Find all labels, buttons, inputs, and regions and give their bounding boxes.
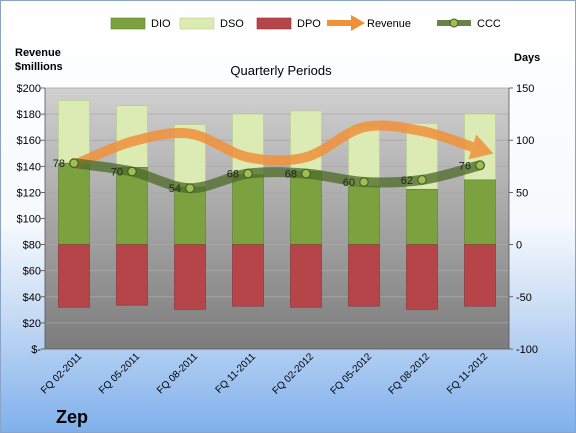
x-tick-label: FQ 11-2011	[214, 351, 259, 396]
revenue-arrowhead	[468, 134, 494, 160]
legend-swatch-dso	[179, 17, 215, 30]
left-tick-label: $-	[31, 344, 41, 356]
ccc-marker	[301, 168, 311, 179]
left-axis-title-line2: $millions	[15, 61, 63, 73]
right-tick-label: -100	[516, 344, 538, 356]
left-tick-label: $40	[23, 292, 41, 304]
bar-dio	[406, 188, 438, 245]
bar-dso	[232, 113, 264, 175]
x-tick-label: FQ 05-2012	[329, 351, 375, 397]
bar-dpo	[58, 244, 90, 308]
left-axis-title-line1: Revenue	[15, 47, 61, 59]
ccc-line	[69, 158, 485, 194]
bar-dio	[174, 186, 206, 245]
x-tick-label: FQ 02-2011	[39, 351, 84, 396]
legend-label: CCC	[477, 18, 501, 30]
bar-dpo	[174, 244, 206, 310]
ccc-marker	[417, 175, 427, 185]
left-tick-label: $180	[17, 109, 41, 121]
ccc-marker	[127, 166, 137, 177]
legend-swatch-dio	[110, 17, 146, 30]
ccc-marker	[243, 168, 253, 179]
left-tick-label: $140	[17, 161, 41, 173]
bar-dpo	[464, 244, 496, 307]
bar-dio	[232, 174, 264, 245]
ccc-data-label: 68	[285, 169, 297, 181]
ccc-marker	[185, 183, 195, 193]
legend-label: DSO	[220, 18, 244, 30]
right-tick-label: 100	[516, 135, 534, 147]
right-axis-title: Days	[514, 52, 540, 64]
right-tick-label: 150	[516, 83, 534, 95]
ccc-data-label: 68	[227, 169, 239, 181]
company-name: Zep	[56, 407, 88, 427]
legend-label: DIO	[151, 18, 171, 30]
bar-dio	[58, 162, 90, 245]
bar-dio	[116, 167, 148, 245]
x-tick-label: FQ 05-2011	[97, 351, 142, 396]
ccc-marker	[475, 160, 485, 170]
left-tick-label: $100	[17, 214, 41, 226]
x-tick-label: FQ 08-2012	[387, 351, 433, 397]
right-tick-label: 0	[516, 240, 522, 252]
legend-swatch-dpo	[256, 17, 292, 30]
legend-label: DPO	[297, 18, 321, 30]
x-tick-label: FQ 02-2012	[271, 351, 317, 397]
bar-dpo	[116, 244, 148, 306]
right-tick-label: -50	[516, 292, 532, 304]
ccc-data-label: 70	[111, 167, 123, 179]
legend-ccc-marker	[449, 18, 459, 28]
ccc-data-label: 78	[53, 158, 65, 170]
bar-dpo	[232, 244, 264, 307]
right-tick-label: 50	[516, 187, 528, 199]
revenue-line	[72, 120, 474, 170]
bar-dso	[58, 100, 90, 164]
ccc-data-label: 76	[459, 160, 471, 172]
x-tick-label: FQ 11-2012	[445, 351, 490, 396]
ccc-data-label: 62	[401, 175, 413, 187]
left-tick-label: $200	[17, 83, 41, 95]
left-tick-label: $160	[17, 135, 41, 147]
bar-dpo	[348, 244, 380, 307]
x-tick-label: FQ 08-2011	[155, 351, 200, 396]
bar-dio	[348, 185, 380, 245]
legend-label: Revenue	[367, 18, 411, 30]
left-tick-label: $20	[23, 318, 41, 330]
left-tick-label: $120	[17, 187, 41, 199]
bar-dio	[290, 171, 322, 245]
ccc-marker	[359, 177, 369, 187]
ccc-data-label: 60	[343, 177, 355, 189]
bar-dio	[464, 179, 496, 245]
chart-title: Quarterly Periods	[230, 63, 332, 78]
legend-revenue-arrowhead	[351, 15, 365, 31]
left-tick-label: $60	[23, 266, 41, 278]
ccc-data-label: 54	[169, 183, 181, 195]
ccc-marker	[69, 158, 79, 168]
left-tick-label: $80	[23, 240, 41, 252]
bar-dpo	[290, 244, 322, 308]
bar-dpo	[406, 244, 438, 310]
